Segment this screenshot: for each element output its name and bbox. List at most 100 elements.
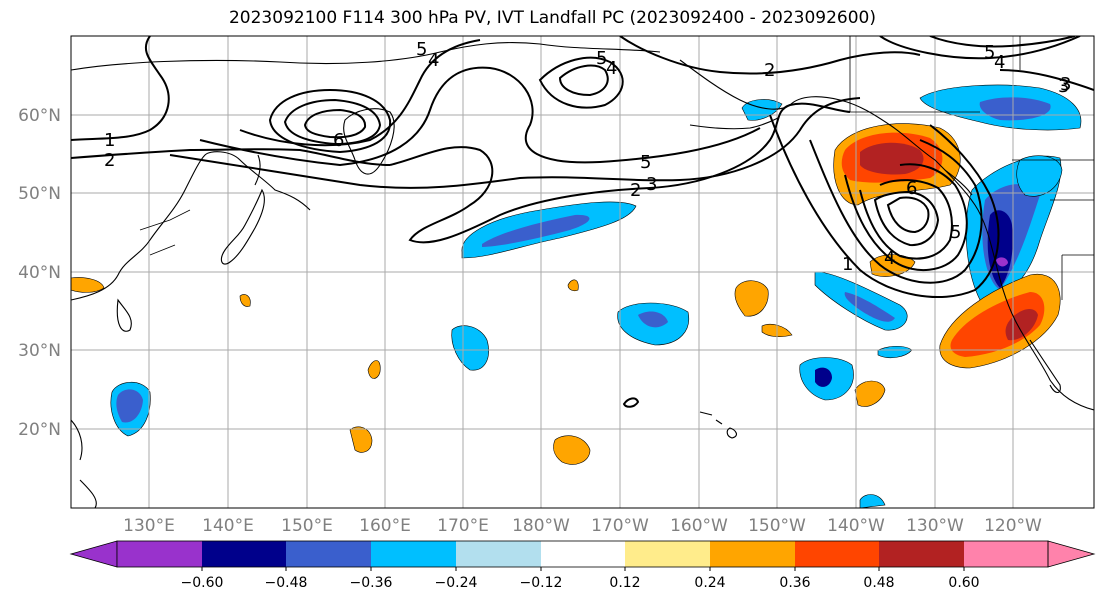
- contour-label: 4: [884, 248, 895, 269]
- contour-label: 5: [950, 222, 961, 243]
- colorbar-segment: [456, 541, 541, 567]
- colorbar-tick-label: −0.12: [520, 575, 563, 591]
- coast-baja: [1029, 339, 1061, 394]
- colorbar-segment: [541, 541, 625, 567]
- pos-region-4: [553, 435, 591, 465]
- neg-region-central-pac-2-core: [638, 311, 668, 328]
- colorbar-tick-label: 0.24: [694, 575, 725, 591]
- coast-taiwan-phil: [71, 419, 97, 508]
- colorbar-tick-label: 0.36: [779, 575, 810, 591]
- graticule: [71, 36, 1094, 508]
- neg-region-south-edge: [859, 494, 886, 508]
- contour-ne-pac-3: [844, 163, 968, 272]
- contour-1: [71, 36, 170, 141]
- contour-label: 4: [606, 58, 617, 79]
- lon-label: 180°W: [512, 516, 570, 536]
- contour-label: 1: [842, 254, 853, 275]
- contour-ne-pac-6: [886, 196, 930, 234]
- contour-north-east-3: [999, 69, 1094, 91]
- neg-region-pacific-band-core: [482, 214, 590, 247]
- lat-label: 40°N: [18, 263, 61, 283]
- pos-region-5: [349, 426, 373, 453]
- colorbar-tick-label: 0.12: [609, 575, 640, 591]
- coast-aleutians: [689, 117, 779, 130]
- map-title: 2023092100 F114 300 hPa PV, IVT Landfall…: [228, 8, 876, 28]
- lon-label: 130°W: [906, 516, 964, 536]
- lon-label: 150°W: [748, 516, 806, 536]
- contour-label: 5: [640, 152, 651, 173]
- contour-label: 6: [906, 178, 917, 199]
- lat-label: 50°N: [18, 184, 61, 204]
- neg-region-west-pac-core: [116, 389, 143, 423]
- contour-north-ring-2: [929, 36, 1076, 48]
- pos-region-california-mid: [950, 292, 1045, 357]
- colorbar-segment: [625, 541, 710, 567]
- lon-label: 170°W: [591, 516, 649, 536]
- colorbar-tick-label: −0.24: [435, 575, 478, 591]
- contour-low-ring-1: [268, 88, 392, 154]
- colorbar-tick-label: 0.60: [948, 575, 979, 591]
- contour-low-ring-3: [303, 108, 367, 139]
- contour-north-ring-1: [879, 36, 1081, 60]
- contour-label: 3: [1060, 74, 1071, 95]
- colorbar: −0.60 −0.48 −0.36 −0.24 −0.12 0.12 0.24 …: [69, 540, 1096, 591]
- contour-low-ring-2: [283, 98, 382, 146]
- pos-region-1: [734, 280, 769, 317]
- lon-label: 150°E: [281, 516, 333, 536]
- colorbar-tick-label: −0.60: [181, 575, 224, 591]
- colorbar-ticks: [201, 567, 965, 571]
- contour-label: 4: [994, 52, 1005, 73]
- pos-region-7: [567, 279, 579, 292]
- contour-label: 4: [428, 50, 439, 71]
- neg-region-central-pac-3: [451, 325, 489, 371]
- contour-label: 3: [1058, 76, 1069, 97]
- colorbar-tick-label: −0.36: [350, 575, 393, 591]
- pos-region-6: [367, 360, 381, 379]
- contour-alaska-inner2: [558, 64, 609, 97]
- contour-ne-pac-1: [769, 114, 1000, 299]
- latitude-labels: 60°N 50°N 40°N 30°N 20°N: [18, 106, 61, 440]
- colorbar-frame: [116, 540, 1049, 568]
- colorbar-segment: [795, 541, 879, 567]
- coast-korea: [116, 298, 132, 332]
- contour-label: 6: [333, 130, 344, 151]
- lon-label: 160°W: [670, 516, 728, 536]
- contour-label: 5: [984, 42, 995, 63]
- contour-ne-pac-2: [809, 139, 983, 284]
- lon-label: 120°W: [984, 516, 1042, 536]
- contour-label: 2: [764, 60, 775, 81]
- contour-label: 5: [416, 39, 427, 60]
- contour-small-closed: [622, 397, 640, 408]
- pv-contours: [71, 36, 1094, 408]
- colorbar-segment: [117, 541, 202, 567]
- coast-vancouver: [944, 169, 973, 196]
- colorbar-extend-min: [69, 540, 118, 568]
- contour-label: 2: [630, 180, 641, 201]
- contour-label: 5: [596, 48, 607, 69]
- coastlines: [71, 42, 1094, 508]
- map-panel: 5 4 1 2 6 5 4 5 2 3 2 6 5 1 4 3 5 4 3: [71, 36, 1094, 508]
- pos-region-8: [239, 294, 251, 307]
- colorbar-segment: [371, 541, 456, 567]
- neg-region-coast-oregon-max: [996, 257, 1008, 267]
- contour-label: 3: [646, 174, 657, 195]
- neg-region-central-pac-1-core: [844, 292, 895, 322]
- colorbar-segment: [202, 541, 286, 567]
- coast-na-west: [934, 159, 1094, 411]
- contour-labels: 5 4 1 2 6 5 4 5 2 3 2 6 5 1 4 3 5 4 3: [104, 39, 1071, 275]
- colorbar-segment: [710, 541, 795, 567]
- contour-2-north: [619, 36, 921, 75]
- lon-label: 140°E: [202, 516, 254, 536]
- contour-label: 2: [104, 150, 115, 171]
- colorbar-segment: [286, 541, 371, 567]
- lon-label: 160°E: [359, 516, 411, 536]
- coast-siberia: [71, 42, 661, 71]
- lat-label: 20°N: [18, 420, 61, 440]
- coast-alaska: [679, 59, 936, 161]
- coast-asia-mainland: [71, 151, 311, 301]
- lon-label: 170°E: [437, 516, 489, 536]
- contour-3: [169, 97, 861, 189]
- pos-region-3: [854, 380, 886, 407]
- coast-hawaii: [699, 411, 738, 439]
